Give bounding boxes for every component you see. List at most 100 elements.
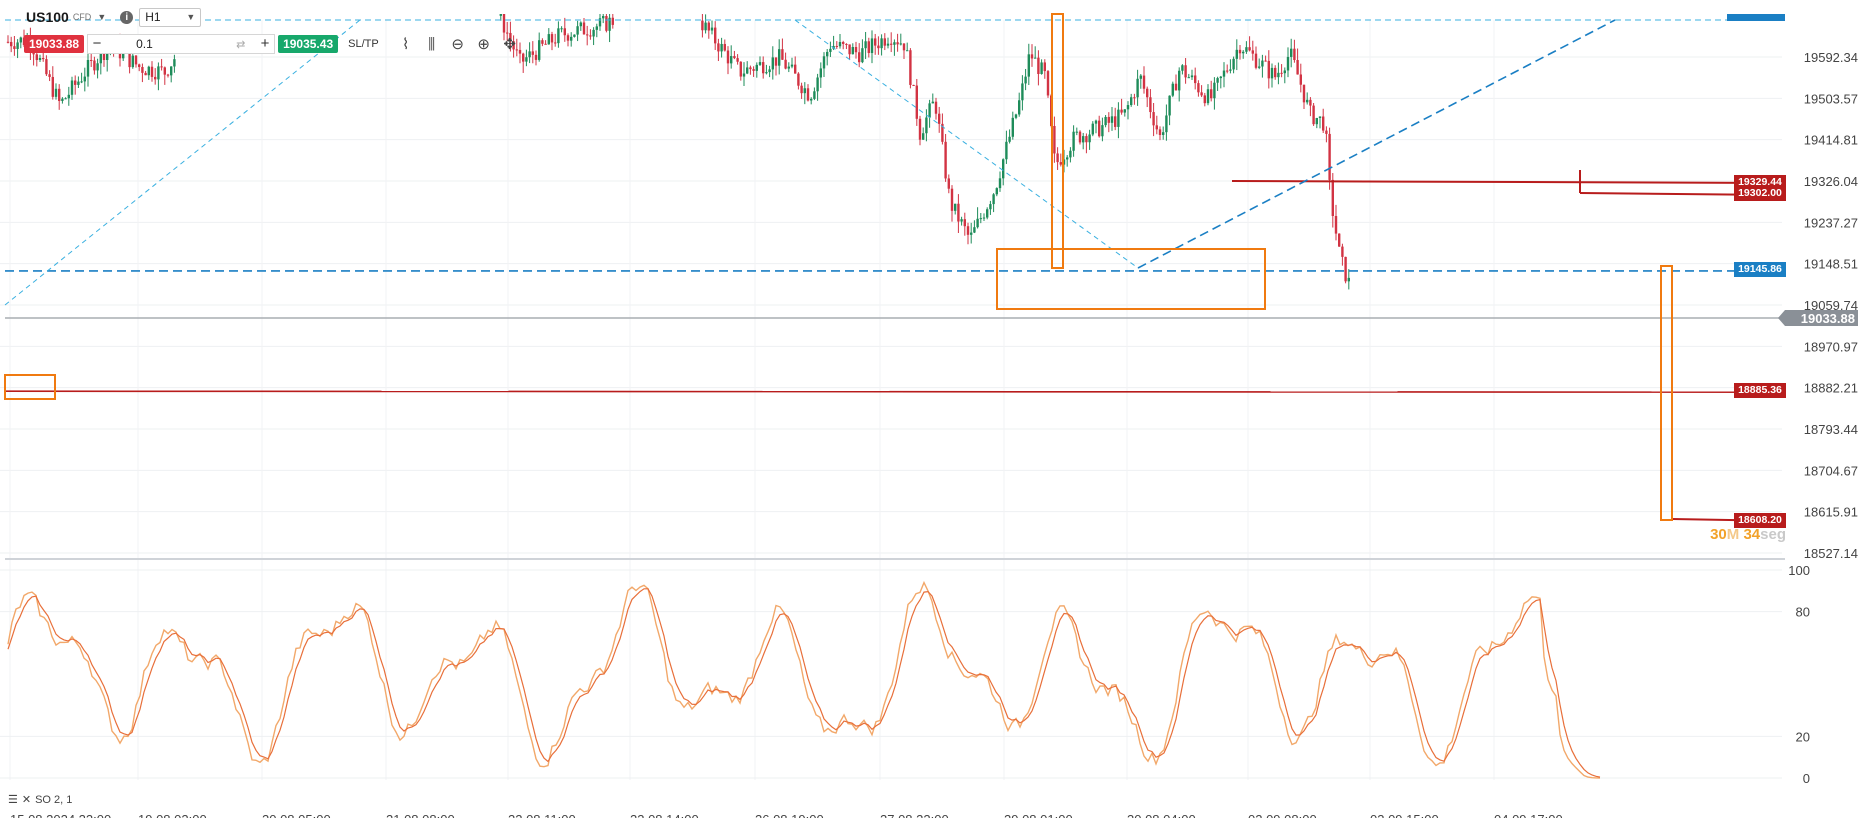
candle-body [854,47,858,53]
candle-body [1056,153,1059,163]
candle-body [531,51,534,55]
candle-body [1264,60,1267,62]
candle-body [579,22,582,27]
chevron-down-icon[interactable]: ▼ [97,12,107,22]
candle-body [829,48,832,52]
candle-body [1302,84,1306,103]
candle-body [714,27,717,44]
candle-body [954,203,957,211]
candle-body [528,51,531,58]
candle-body [1315,118,1318,125]
price-tick-label: 19237.27 [1804,215,1858,230]
candle-body [1226,70,1229,72]
trend-line [4,19,361,306]
price-tick-label: 18527.14 [1804,546,1858,561]
candle-body [797,73,800,86]
sell-button[interactable]: 19033.88 [24,35,85,53]
zone-rectangle [1660,265,1673,521]
candle-body [1011,117,1014,137]
candle-body [723,43,726,51]
quantity-input[interactable]: 0.1 [136,37,153,51]
candle-body [550,34,554,43]
candle-body [83,76,86,82]
candle-body [915,85,918,119]
candle-body [51,76,54,97]
price-tick-label: 18970.97 [1804,339,1858,354]
candle-body [1091,123,1094,135]
quantity-stepper[interactable]: − 0.1 ⇄ + [87,34,276,54]
zoom-out-icon[interactable]: ⊖ [451,36,464,53]
candle-body [1258,66,1261,68]
candle-body [1338,233,1341,247]
candle-body [1069,150,1072,158]
candle-body [1331,179,1334,216]
time-tick-label: 02.09 08:00 [1248,812,1317,818]
candle-body [534,54,538,60]
candle-body [899,43,902,45]
sltp-button[interactable]: SL/TP [348,38,379,50]
candle-body [1203,95,1206,104]
candle-body [944,141,947,179]
candle-body [893,42,896,45]
bar-countdown: 30M 34seg [1710,526,1786,543]
candle-body [970,232,973,235]
candle-body [941,123,944,142]
candle-body [1312,105,1315,125]
symbol-name[interactable]: US100 [26,9,69,25]
candle-body [1123,109,1126,113]
menu-icon[interactable]: ☰ [8,794,18,806]
candle-body [1155,125,1158,130]
resistance-level-line [1231,180,1786,184]
candle-body [1168,95,1171,116]
candle-body [86,59,90,77]
candle-body [848,44,851,55]
candle-body [1251,50,1254,54]
candle-body [131,55,134,68]
candle-body [1075,131,1078,133]
candle-body [128,50,131,68]
candle-body [998,178,1002,189]
candle-body [1274,67,1277,78]
zoom-in-icon[interactable]: ⊕ [477,36,490,53]
candle-body [563,28,566,36]
chart-grid [0,20,1785,780]
candle-body [1174,83,1178,91]
timeframe-select[interactable]: H1 ▼ [139,7,202,27]
current-price-badge [1778,310,1858,327]
candlestick-icon[interactable]: ⫼ [428,35,436,53]
candle-body [787,66,790,69]
time-tick-label: 15.08.2024 22:00 [10,812,111,818]
candle-body [928,103,931,118]
candle-body [707,22,710,31]
candle-body [138,64,141,67]
candle-body [1136,78,1139,98]
info-icon[interactable]: i [120,10,134,24]
candle-body [1325,130,1328,134]
candle-body [749,67,752,70]
candle-body [1254,53,1258,68]
quantity-plus-button[interactable]: + [260,35,270,52]
candle-body [525,57,528,62]
close-icon[interactable]: ✕ [21,794,32,806]
timeframe-value: H1 [145,10,161,24]
swap-icon[interactable]: ⇄ [236,38,246,51]
candle-body [1328,133,1331,180]
candle-body [1184,65,1187,78]
buy-button[interactable]: 19035.43 [278,35,339,53]
candle-body [1027,54,1030,77]
candle-body [506,32,509,34]
indicator-label[interactable]: ☰ ✕ SO 2, 1 [8,793,72,807]
candle-body [163,67,166,75]
candle-body [976,218,979,228]
line-chart-icon[interactable]: ⌇ [402,36,410,53]
candle-body [1200,92,1203,96]
candle-body [45,59,48,75]
candle-body [1034,57,1037,59]
price-tick-label: 18793.44 [1804,422,1858,437]
zone-rectangle [996,248,1266,310]
crosshair-icon[interactable]: ✥ [503,36,516,53]
candle-body [1283,70,1286,74]
quantity-minus-button[interactable]: − [92,35,102,52]
candle-body [950,188,954,211]
